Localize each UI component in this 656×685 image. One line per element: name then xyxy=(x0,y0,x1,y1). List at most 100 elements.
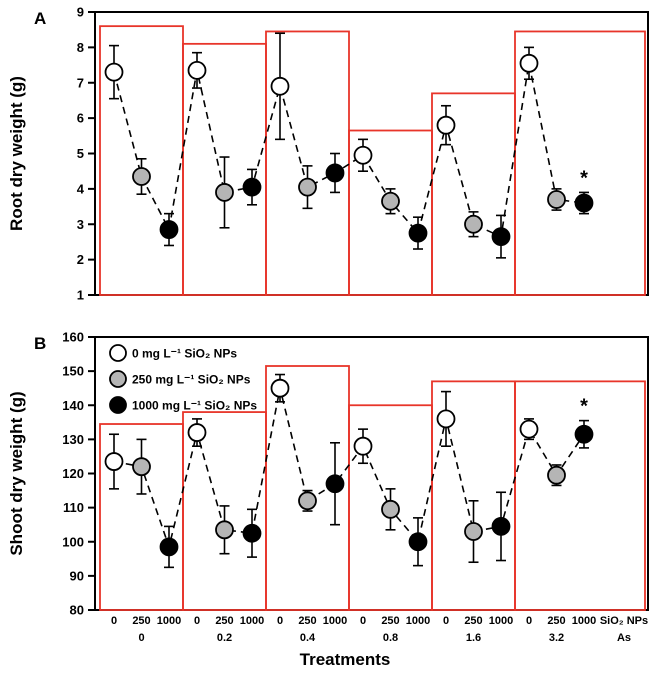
significance-star: * xyxy=(580,167,588,189)
y-tick-label: 80 xyxy=(70,603,84,618)
marker-white xyxy=(104,452,124,471)
marker-black xyxy=(574,424,594,444)
y-tick-label: 7 xyxy=(77,75,84,90)
group-highlight-box xyxy=(514,380,646,611)
legend-marker-gray xyxy=(109,370,127,388)
x-tick-label: 0 xyxy=(360,615,366,627)
marker-black xyxy=(242,523,262,543)
marker-gray xyxy=(298,177,317,197)
y-tick-label: 90 xyxy=(70,568,84,583)
marker-black xyxy=(574,193,594,213)
x-axis-labels: 0 250 1000 0 0 250 1000 0.2 0 250 1000 0.4 0 250 1000 0… xyxy=(111,615,648,669)
y-tick-label: 8 xyxy=(77,40,84,55)
y-tick-label: 130 xyxy=(62,432,84,447)
group-as-label: 0.4 xyxy=(300,632,316,644)
x-tick-label: 0 xyxy=(277,615,283,627)
panel-letter: B xyxy=(34,334,46,353)
y-tick-label: 100 xyxy=(62,534,84,549)
y-axis-title: Root dry weight (g) xyxy=(7,76,26,231)
marker-white xyxy=(353,436,373,456)
marker-white xyxy=(187,60,207,80)
series-line xyxy=(113,63,585,238)
marker-gray xyxy=(132,167,151,186)
marker-white xyxy=(436,115,456,135)
sio2-nps-label: SiO₂ NPs xyxy=(600,615,648,627)
y-axis-title: Shoot dry weight (g) xyxy=(7,391,26,555)
marker-black xyxy=(408,223,428,243)
legend-marker-black xyxy=(109,396,127,414)
marker-gray xyxy=(298,491,317,511)
marker-black xyxy=(159,537,179,557)
marker-gray xyxy=(381,191,400,211)
marker-black xyxy=(159,220,179,239)
y-tick-label: 140 xyxy=(62,398,84,413)
y-tick-label: 3 xyxy=(77,217,84,232)
marker-black xyxy=(491,516,511,536)
legend-label: 1000 mg L⁻¹ SiO₂ NPs xyxy=(132,399,257,413)
x-tick-label: 0 xyxy=(526,615,532,627)
series-line xyxy=(113,387,585,550)
y-tick-label: 160 xyxy=(62,330,84,345)
x-tick-label: 250 xyxy=(298,615,316,627)
panel-A: 1 2 3 4 5 6 7 8 9 Root dry weight (g) A * xyxy=(7,5,649,303)
marker-black xyxy=(325,474,345,494)
marker-white xyxy=(353,145,373,165)
x-tick-label: 250 xyxy=(547,615,565,627)
group-as-label: 1.6 xyxy=(466,632,481,644)
marker-white xyxy=(187,423,207,442)
y-tick-label: 5 xyxy=(77,146,84,161)
legend-marker-white xyxy=(109,344,127,362)
marker-gray xyxy=(215,520,234,540)
group-highlight-box xyxy=(265,30,350,296)
marker-white xyxy=(519,53,539,73)
marker-white xyxy=(436,409,456,429)
as-label: As xyxy=(617,632,631,644)
x-tick-label: 1000 xyxy=(489,615,513,627)
marker-gray xyxy=(381,499,400,519)
marker-black xyxy=(242,177,262,197)
marker-black xyxy=(491,227,511,247)
panel-B: 80 90 100 110 120 130 140 150 160 Shoot dry weigh… xyxy=(7,330,649,618)
y-tick-label: 4 xyxy=(77,181,85,196)
y-tick-label: 6 xyxy=(77,111,84,126)
marker-gray xyxy=(464,522,483,541)
marker-white xyxy=(270,76,290,96)
marker-black xyxy=(408,532,428,552)
x-tick-label: 0 xyxy=(443,615,449,627)
x-tick-label: 0 xyxy=(111,615,117,627)
x-tick-label: 1000 xyxy=(240,615,264,627)
x-tick-label: 1000 xyxy=(572,615,596,627)
x-tick-label: 0 xyxy=(194,615,200,627)
group-as-label: 0.8 xyxy=(383,632,398,644)
significance-star: * xyxy=(580,396,588,418)
marker-black xyxy=(325,163,345,183)
marker-white xyxy=(104,62,124,82)
marker-white xyxy=(270,378,290,398)
marker-gray xyxy=(464,214,483,234)
x-axis-title: Treatments xyxy=(300,650,391,669)
x-tick-label: 250 xyxy=(464,615,482,627)
x-tick-label: 250 xyxy=(215,615,233,627)
group-as-label: 3.2 xyxy=(549,632,564,644)
marker-gray xyxy=(132,457,151,477)
group-as-label: 0.2 xyxy=(217,632,232,644)
y-tick-label: 2 xyxy=(77,252,84,267)
x-tick-label: 1000 xyxy=(323,615,347,627)
marker-gray xyxy=(547,465,566,485)
y-tick-label: 110 xyxy=(63,500,84,515)
x-tick-label: 1000 xyxy=(157,615,181,627)
y-tick-label: 150 xyxy=(62,364,84,379)
group-as-label: 0 xyxy=(138,632,144,644)
marker-white xyxy=(519,419,539,439)
x-tick-label: 250 xyxy=(132,615,150,627)
y-tick-label: 1 xyxy=(77,288,84,303)
marker-gray xyxy=(547,190,566,209)
y-tick-label: 9 xyxy=(77,5,84,20)
x-tick-label: 250 xyxy=(381,615,399,627)
group-highlight-box xyxy=(514,30,646,296)
y-tick-label: 120 xyxy=(62,466,84,481)
panel-letter: A xyxy=(34,9,46,28)
legend-label: 250 mg L⁻¹ SiO₂ NPs xyxy=(132,373,251,387)
marker-gray xyxy=(215,183,234,202)
